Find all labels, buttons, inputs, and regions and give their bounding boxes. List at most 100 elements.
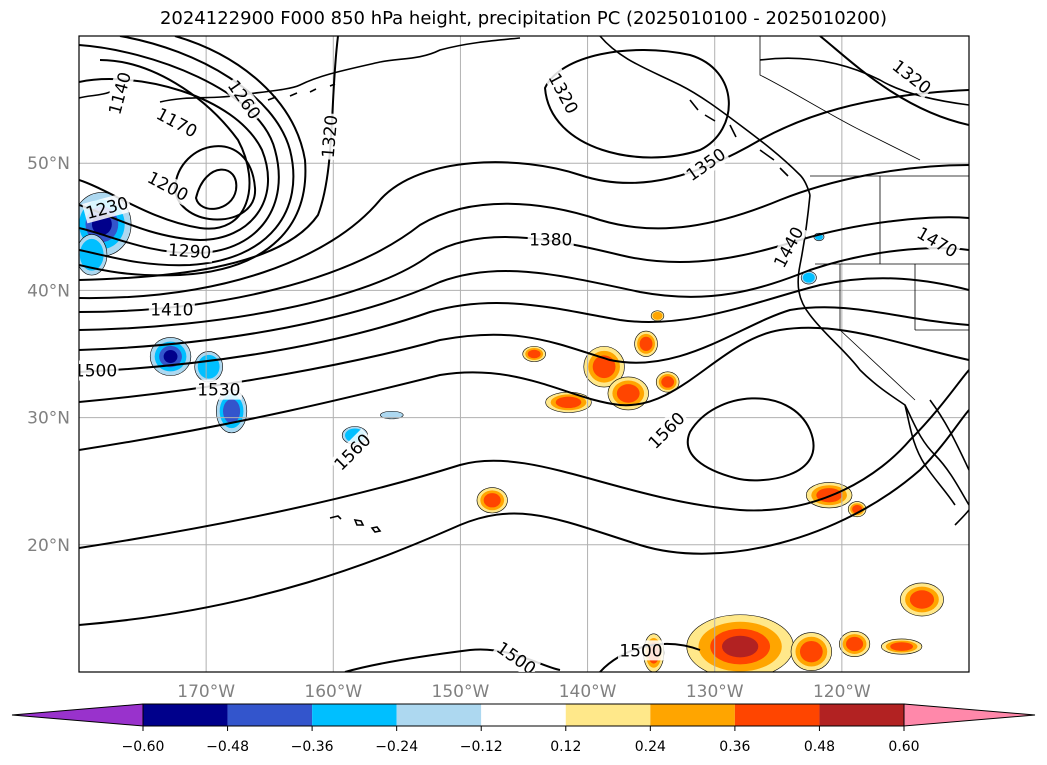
svg-text:1380: 1380 (529, 231, 572, 251)
contour-label: 1500 (74, 360, 119, 382)
alaska-coast (79, 37, 521, 103)
gulf-of-california (929, 399, 969, 471)
precip-region (527, 349, 541, 359)
colorbar-tick-label: 0.60 (888, 739, 919, 755)
political-borders (759, 36, 969, 401)
precip-region (846, 636, 864, 652)
contour-line (79, 44, 280, 255)
contour-line (543, 49, 730, 159)
svg-text:1500: 1500 (619, 641, 662, 661)
precip-region (661, 376, 675, 388)
colorbar-tick-label: −0.12 (460, 739, 503, 755)
mexico-coast (954, 509, 969, 526)
precip-region (223, 399, 241, 424)
precip-region (592, 355, 616, 379)
contour-line (79, 78, 269, 242)
precip-region (616, 384, 640, 403)
contour-label: 1530 (195, 379, 242, 401)
svg-text:1500: 1500 (74, 362, 117, 382)
contour-line (79, 216, 969, 331)
colorbar-segment (143, 704, 228, 726)
contour-label: 1320 (544, 68, 584, 119)
colorbar-segment (312, 704, 397, 726)
contour-label: 1200 (142, 166, 194, 206)
precip-region (909, 590, 935, 609)
precip-region (721, 635, 759, 658)
contour-label: 1320 (317, 112, 343, 161)
contour-line (79, 306, 969, 403)
svg-text:1140: 1140 (105, 70, 136, 117)
svg-text:1410: 1410 (150, 300, 193, 320)
coastlines (79, 36, 969, 526)
longitude-label: 130°W (686, 682, 744, 702)
colorbar-extend-low (11, 703, 144, 727)
bc-islands (689, 99, 789, 177)
contour-label: 1560 (643, 406, 690, 454)
longitude-label: 120°W (813, 682, 871, 702)
colorbar-ticks: −0.60 −0.48 −0.36 −0.24 −0.12 0.12 0.24 0.36 0.4… (122, 726, 920, 755)
colorbar-tick-label: −0.36 (291, 739, 334, 755)
longitude-label: 140°W (559, 682, 617, 702)
longitude-labels: 170°W 160°W 150°W 140°W 130°W 120°W (177, 682, 871, 702)
svg-text:1290: 1290 (167, 240, 212, 263)
colorbar-tick-label: 0.24 (635, 739, 666, 755)
colorbar-tick-label: 0.36 (719, 739, 750, 755)
colorbar-segment (565, 704, 651, 726)
contour-label: 1350 (681, 143, 731, 186)
precip-region (163, 350, 178, 364)
island (329, 515, 342, 520)
contour-line (79, 36, 295, 267)
alaska-canada-border (759, 36, 921, 161)
svg-text:1320: 1320 (319, 114, 343, 159)
contour-label: 1290 (165, 239, 214, 263)
svg-text:1170: 1170 (153, 104, 201, 142)
map-title: 2024122900 F000 850 hPa height, precipit… (159, 8, 888, 29)
contour-label: 1380 (527, 229, 574, 251)
latitude-label: 50°N (27, 154, 70, 174)
colorbar-segment (396, 704, 482, 726)
island (370, 526, 382, 533)
colorbar-tick-label: −0.24 (375, 739, 418, 755)
north-america-west-coast (797, 194, 969, 506)
colorbar-segment (819, 704, 904, 726)
colorbar-segment (650, 704, 735, 726)
contour-line (79, 409, 969, 626)
contour-line (79, 59, 251, 230)
contour-line (79, 326, 969, 451)
longitude-label: 150°W (432, 682, 490, 702)
contour-label: 1500 (617, 640, 664, 661)
contour-line (79, 89, 969, 300)
contour-label: 1470 (912, 221, 963, 262)
latitude-label: 30°N (27, 409, 70, 429)
contour-line (686, 397, 815, 482)
precip-region (799, 640, 823, 663)
contour-line (79, 277, 969, 373)
latitude-label: 20°N (27, 536, 70, 556)
precip-region (79, 238, 104, 271)
island (353, 518, 365, 526)
longitude-label: 160°W (304, 682, 362, 702)
contour-line (79, 369, 969, 549)
colorbar-frame (142, 703, 905, 727)
precip-region (483, 493, 501, 508)
contour-line (194, 168, 238, 210)
colorbar-tick-label: 0.48 (804, 739, 835, 755)
contour-label: 1170 (151, 102, 202, 142)
precip-region (555, 396, 582, 409)
interior-coast-fragment (759, 57, 969, 106)
precip-region (197, 354, 220, 379)
svg-text:1530: 1530 (197, 381, 240, 401)
contour-label: 1500 (491, 636, 541, 679)
contour-line (79, 247, 969, 351)
colorbar-tick-label: −0.48 (206, 739, 249, 755)
svg-text:1320: 1320 (544, 70, 582, 118)
colorbar-tick-label: 0.12 (550, 739, 581, 755)
precip-region (890, 642, 914, 651)
svg-text:1500: 1500 (492, 638, 539, 679)
contour-line (79, 36, 307, 277)
latitude-labels: 20°N 30°N 40°N 50°N (27, 154, 70, 556)
contour-line (173, 145, 257, 221)
precip-region (639, 336, 653, 351)
colorbar (11, 703, 1036, 727)
colorbar-segment (481, 704, 566, 726)
